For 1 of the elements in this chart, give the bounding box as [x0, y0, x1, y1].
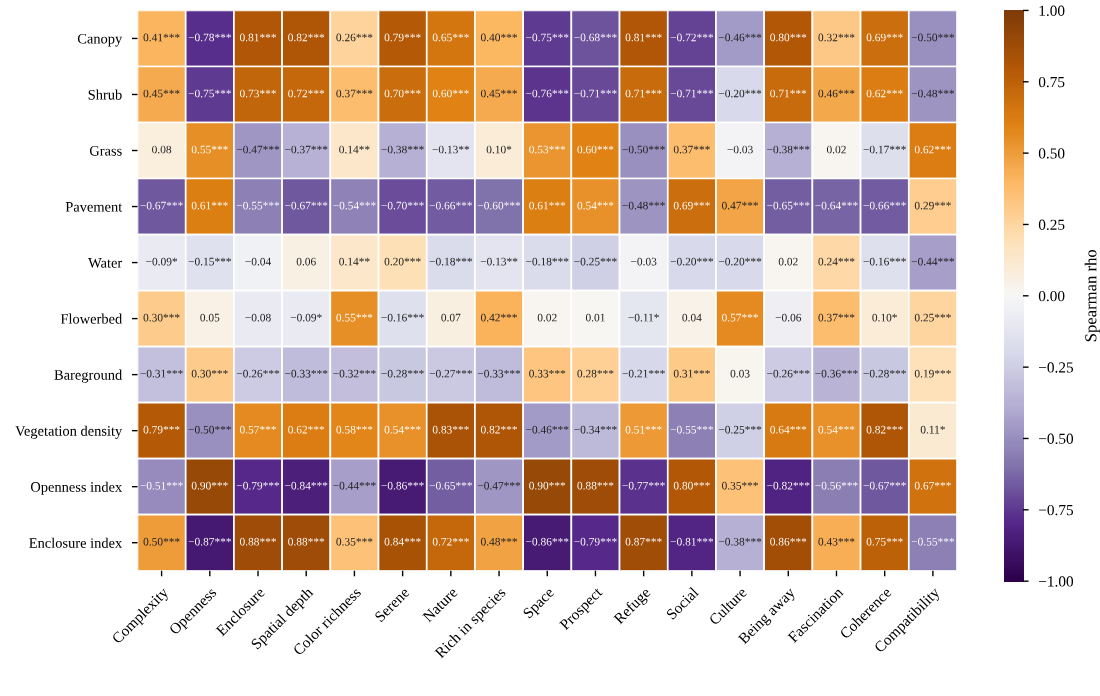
color-bar-title: Spearman rho: [1084, 249, 1100, 342]
